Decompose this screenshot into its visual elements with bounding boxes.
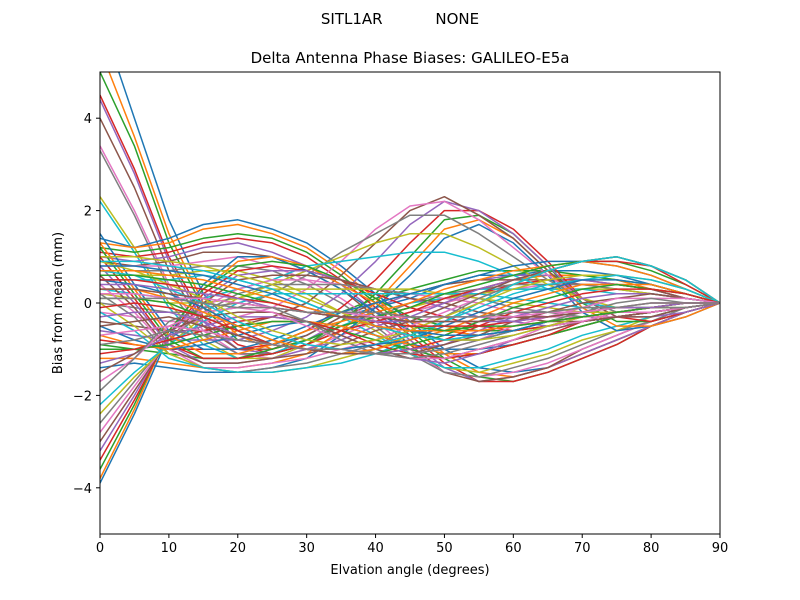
y-tick-label: 2 bbox=[84, 205, 92, 220]
suptitle: SITL1AR NONE bbox=[321, 10, 479, 28]
x-axis-label: Elvation angle (degrees) bbox=[330, 563, 489, 578]
x-tick-label: 40 bbox=[367, 541, 384, 556]
series-line-78 bbox=[100, 297, 720, 318]
suptitle-station: SITL1AR bbox=[321, 10, 383, 28]
x-tick-label: 90 bbox=[712, 541, 729, 556]
y-axis: −4 −2 0 2 4 bbox=[73, 112, 100, 497]
series-line-65 bbox=[100, 293, 720, 355]
y-axis-label: Bias from mean (mm) bbox=[51, 232, 66, 374]
series-line-68 bbox=[100, 297, 720, 355]
y-tick-label: −2 bbox=[73, 389, 92, 404]
series-line-42 bbox=[100, 242, 720, 355]
chart-title: Delta Antenna Phase Biases: GALILEO-E5a bbox=[251, 49, 570, 67]
y-tick-label: −4 bbox=[73, 482, 92, 497]
x-tick-label: 70 bbox=[574, 541, 591, 556]
x-tick-label: 10 bbox=[161, 541, 178, 556]
series-line-44 bbox=[100, 256, 720, 360]
x-tick-label: 30 bbox=[298, 541, 315, 556]
x-tick-label: 20 bbox=[230, 541, 247, 556]
y-tick-label: 0 bbox=[84, 297, 92, 312]
suptitle-radome: NONE bbox=[435, 10, 479, 28]
x-tick-label: 60 bbox=[505, 541, 522, 556]
x-tick-label: 80 bbox=[643, 541, 660, 556]
series-group bbox=[100, 72, 720, 484]
x-tick-label: 0 bbox=[96, 541, 104, 556]
x-axis: 0 10 20 30 40 50 60 70 80 90 bbox=[96, 534, 728, 556]
x-tick-label: 50 bbox=[436, 541, 453, 556]
series-line-21 bbox=[100, 223, 720, 374]
y-tick-label: 4 bbox=[84, 112, 92, 127]
